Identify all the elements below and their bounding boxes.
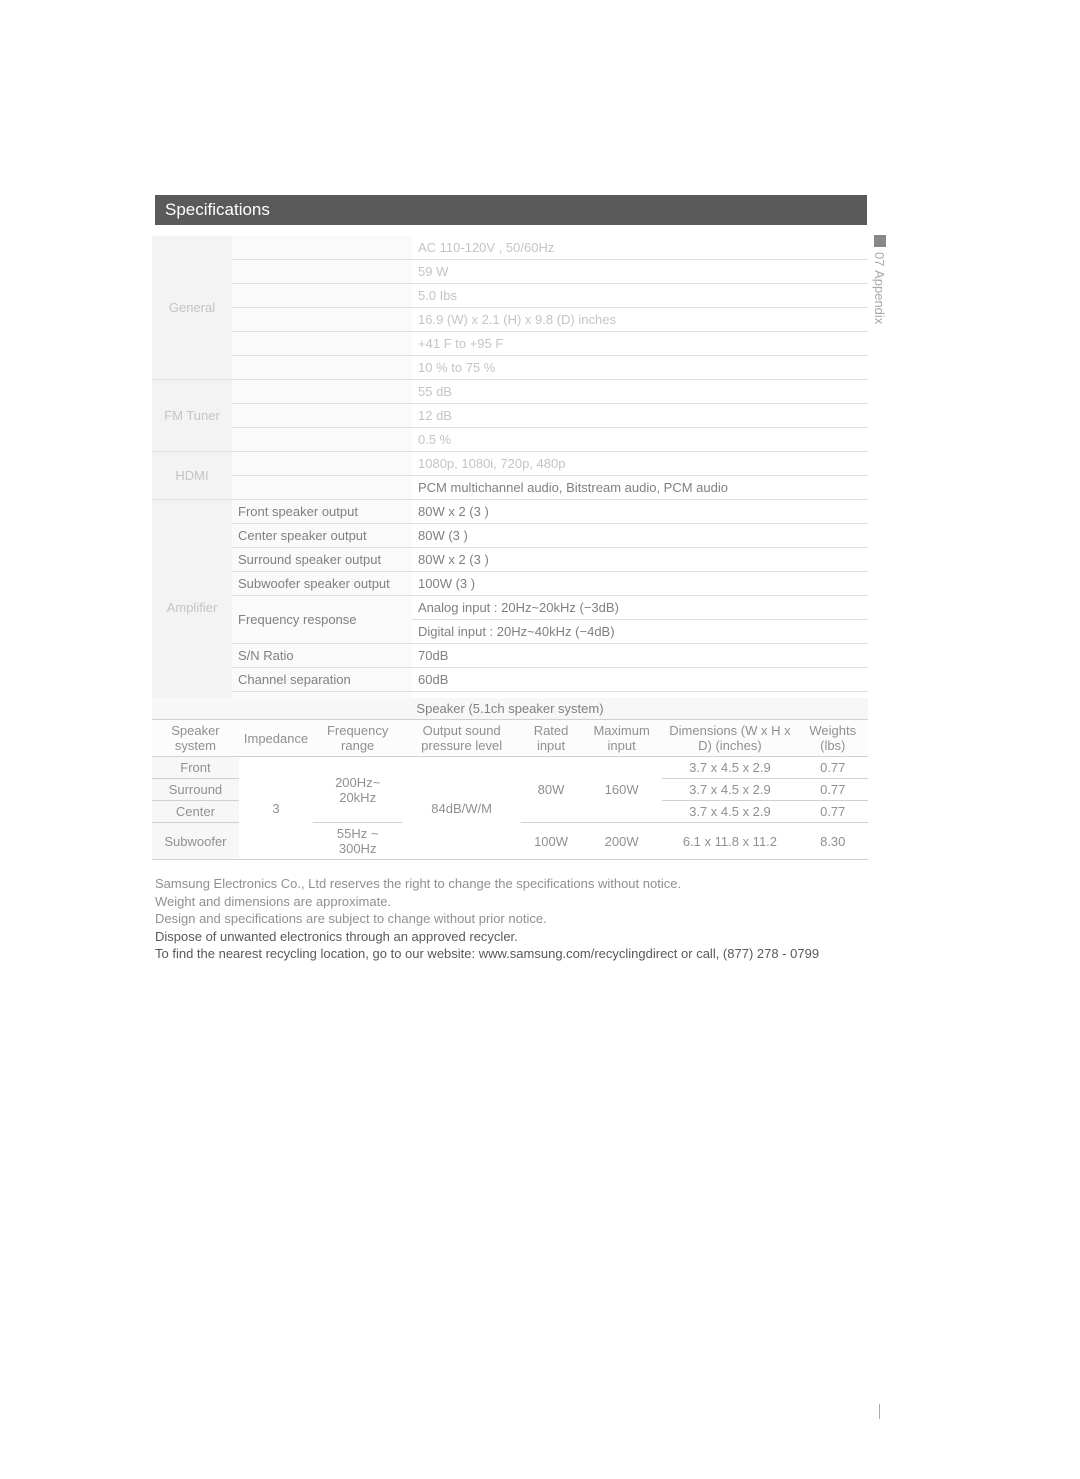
spk-center-dim: 3.7 x 4.5 x 2.9 — [662, 801, 797, 823]
footnote-0: Samsung Electronics Co., Ltd reserves th… — [155, 875, 865, 893]
fm-val-0: 55 dB — [412, 380, 868, 404]
spk-col-7: Weights (lbs) — [798, 720, 869, 757]
hdmi-val-1: PCM multichannel audio, Bitstream audio,… — [412, 476, 868, 500]
spk-front-dim: 3.7 x 4.5 x 2.9 — [662, 757, 797, 779]
cat-fm: FM Tuner — [152, 380, 232, 452]
spk-center-wt: 0.77 — [798, 801, 869, 823]
amp-val-3: 100W (3 ) — [412, 572, 868, 596]
amp-more-0-val: 70dB — [412, 644, 868, 668]
cat-hdmi: HDMI — [152, 452, 232, 500]
section-header: Specifications — [155, 195, 867, 225]
spk-row-front: Front — [152, 757, 239, 779]
spk-sub-max: 200W — [581, 823, 662, 860]
spk-col-2: Frequency range — [313, 720, 402, 757]
spk-col-3: Output sound pressure level — [402, 720, 521, 757]
spk-freq: 200Hz~ 20kHz — [313, 757, 402, 823]
footnotes: Samsung Electronics Co., Ltd reserves th… — [155, 875, 865, 963]
amp-label-1: Center speaker output — [232, 524, 412, 548]
spec-table: General AC 110-120V , 50/60Hz 59 W 5.0 I… — [152, 236, 868, 716]
amp-more-0-label: S/N Ratio — [232, 644, 412, 668]
spk-row-sub: Subwoofer — [152, 823, 239, 860]
general-val-5: 10 % to 75 % — [412, 356, 868, 380]
spk-rated: 80W — [521, 757, 581, 823]
spk-col-6: Dimensions (W x H x D) (inches) — [662, 720, 797, 757]
spk-impedance: 3 — [239, 757, 313, 860]
spk-sub-dim: 6.1 x 11.8 x 11.2 — [662, 823, 797, 860]
fm-val-1: 12 dB — [412, 404, 868, 428]
spk-col-4: Rated input — [521, 720, 581, 757]
side-tab-marker — [874, 235, 886, 247]
cat-amp: Amplifier — [152, 500, 232, 716]
amp-label-3: Subwoofer speaker output — [232, 572, 412, 596]
spk-spl: 84dB/W/M — [402, 757, 521, 860]
page-divider — [879, 1404, 880, 1419]
spk-surround-wt: 0.77 — [798, 779, 869, 801]
general-val-2: 5.0 Ibs — [412, 284, 868, 308]
spk-sub-freq: 55Hz ~ 300Hz — [313, 823, 402, 860]
spk-col-1: Impedance — [239, 720, 313, 757]
general-val-0: AC 110-120V , 50/60Hz — [412, 236, 868, 260]
spk-col-5: Maximum input — [581, 720, 662, 757]
general-val-1: 59 W — [412, 260, 868, 284]
footnote-3: Dispose of unwanted electronics through … — [155, 928, 865, 946]
spk-sub-wt: 8.30 — [798, 823, 869, 860]
amp-val-1: 80W (3 ) — [412, 524, 868, 548]
amp-freq-val-1: Analog input : 20Hz~20kHz (−3dB) — [412, 596, 868, 620]
spk-surround-dim: 3.7 x 4.5 x 2.9 — [662, 779, 797, 801]
section-title: Specifications — [165, 200, 270, 220]
spk-row-center: Center — [152, 801, 239, 823]
amp-more-1-val: 60dB — [412, 668, 868, 692]
speaker-system-title: Speaker (5.1ch speaker system) — [152, 698, 868, 720]
amp-val-2: 80W x 2 (3 ) — [412, 548, 868, 572]
footnote-2: Design and specifications are subject to… — [155, 910, 865, 928]
general-val-4: +41 F to +95 F — [412, 332, 868, 356]
hdmi-val-0: 1080p, 1080i, 720p, 480p — [412, 452, 868, 476]
spk-sub-rated: 100W — [521, 823, 581, 860]
fm-val-2: 0.5 % — [412, 428, 868, 452]
side-tab-label: 07 Appendix — [872, 252, 887, 324]
speaker-table: Speaker (5.1ch speaker system) Speaker s… — [152, 698, 868, 860]
footnote-4: To find the nearest recycling location, … — [155, 945, 865, 963]
spk-row-surround: Surround — [152, 779, 239, 801]
amp-label-0: Front speaker output — [232, 500, 412, 524]
amp-val-0: 80W x 2 (3 ) — [412, 500, 868, 524]
footnote-1: Weight and dimensions are approximate. — [155, 893, 865, 911]
spk-max: 160W — [581, 757, 662, 823]
spk-front-wt: 0.77 — [798, 757, 869, 779]
amp-label-2: Surround speaker output — [232, 548, 412, 572]
side-tab: 07 Appendix — [872, 235, 890, 324]
amp-freq-label: Frequency response — [232, 596, 412, 644]
general-val-3: 16.9 (W) x 2.1 (H) x 9.8 (D) inches — [412, 308, 868, 332]
amp-freq-val-2: Digital input : 20Hz~40kHz (−4dB) — [412, 620, 868, 644]
cat-general: General — [152, 236, 232, 380]
amp-more-1-label: Channel separation — [232, 668, 412, 692]
spk-col-0: Speaker system — [152, 720, 239, 757]
